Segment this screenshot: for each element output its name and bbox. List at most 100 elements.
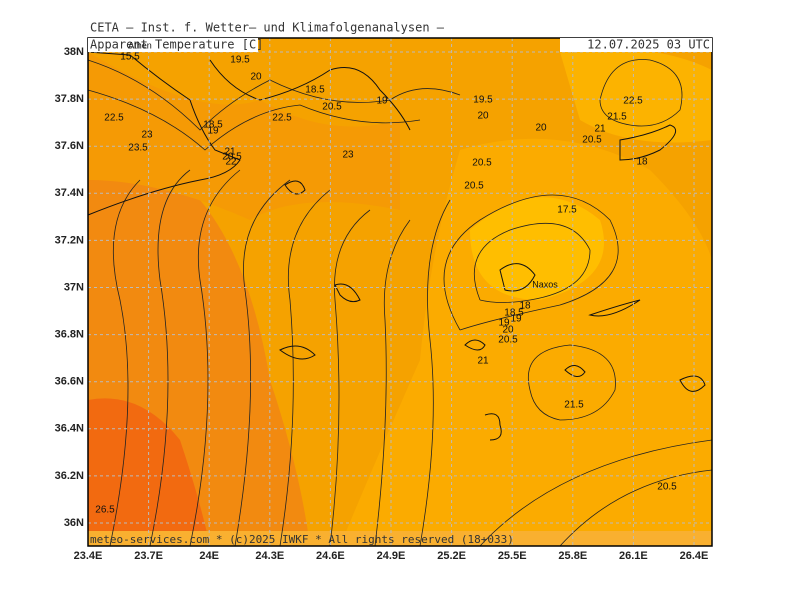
isoline <box>329 209 371 547</box>
contour-label: 20.5 <box>222 152 242 163</box>
lat-tick-label: 36.2N <box>55 470 84 482</box>
lon-tick-label: 24E <box>199 550 219 562</box>
island <box>284 180 306 195</box>
lon-tick-label: 23.7E <box>134 550 163 562</box>
cool-region-ne <box>560 48 712 143</box>
isoline <box>374 219 411 547</box>
lon-tick-label: 25.8E <box>558 550 587 562</box>
contour-label: 18.5 <box>203 120 223 131</box>
isoline <box>443 194 619 331</box>
map-frame <box>87 37 713 547</box>
contour-label: 21 <box>224 147 236 158</box>
place-label: Naxos <box>532 279 558 289</box>
lat-tick-label: 36.6N <box>55 376 84 388</box>
header-title: CETA – Inst. f. Wetter– und Klimafolgena… <box>90 21 445 35</box>
lon-tick-label: 23.4E <box>74 550 103 562</box>
island <box>679 375 706 392</box>
isoline <box>473 223 591 303</box>
contour-label: 20 <box>250 72 262 83</box>
variable-label: Apparent Temperature [C] <box>90 38 263 52</box>
contour-label: 20 <box>502 325 514 336</box>
variable-box <box>88 38 258 52</box>
lon-tick-label: 24.9E <box>377 550 406 562</box>
isoline <box>528 344 616 421</box>
contour-label: 19 <box>510 314 522 325</box>
isoline <box>479 439 713 547</box>
island <box>588 299 641 317</box>
lat-tick-label: 37.4N <box>55 187 84 199</box>
lat-tick-label: 36.4N <box>55 423 84 435</box>
lon-tick-label: 24.3E <box>255 550 284 562</box>
contour-label: 20.5 <box>322 102 342 113</box>
contour-label: 15.5 <box>120 52 140 63</box>
contour-label: 19.5 <box>473 95 493 106</box>
contour-label: 20 <box>535 123 547 134</box>
lat-tick-label: 38N <box>64 46 84 58</box>
contour-label: 26.5 <box>95 505 115 516</box>
island <box>619 124 677 161</box>
isoline <box>599 59 683 127</box>
contour-label: 22.5 <box>623 96 643 107</box>
contour-label: 20.5 <box>582 135 602 146</box>
contour-label: 19 <box>498 318 510 329</box>
contour-label: 20.5 <box>657 482 677 493</box>
lat-tick-label: 37N <box>64 281 84 293</box>
lon-tick-label: 25.5E <box>498 550 527 562</box>
time-box <box>560 38 712 52</box>
lat-tick-label: 36N <box>64 517 84 529</box>
contour-label: 19 <box>207 126 219 137</box>
place-label: Athen <box>128 40 152 50</box>
contour-label: 18.5 <box>305 85 325 96</box>
contour-label: 21 <box>594 124 606 135</box>
contour-label: 21.5 <box>564 400 584 411</box>
mid-region <box>88 52 400 220</box>
contour-label: 23 <box>141 130 153 141</box>
isoline <box>279 189 331 547</box>
lat-tick-label: 37.6N <box>55 140 84 152</box>
lon-tick-label: 26.4E <box>680 550 709 562</box>
coolest-region <box>470 197 604 300</box>
valid-time: 12.07.2025 03 UTC <box>587 38 710 52</box>
isoline <box>87 89 421 151</box>
contour-label: 22.5 <box>104 113 124 124</box>
island <box>564 365 586 377</box>
contour-label: 20.5 <box>498 335 518 346</box>
graticule <box>87 38 712 546</box>
contour-label: 22.5 <box>272 113 292 124</box>
lon-tick-label: 24.6E <box>316 550 345 562</box>
contour-label: 19 <box>376 96 388 107</box>
island <box>279 345 316 360</box>
isolines <box>87 59 713 547</box>
isoline <box>149 169 191 547</box>
contour-label: 20.5 <box>472 158 492 169</box>
contour-label: 18 <box>636 157 648 168</box>
island <box>484 413 502 441</box>
contour-label: 20 <box>477 111 489 122</box>
lat-tick-label: 36.8N <box>55 329 84 341</box>
contour-label: 23.5 <box>128 143 148 154</box>
contour-label: 18.5 <box>504 308 524 319</box>
coastline <box>87 51 241 216</box>
contour-label: 18 <box>519 301 531 312</box>
isoline <box>234 179 291 547</box>
contour-label: 21 <box>477 356 489 367</box>
contour-label: 21.5 <box>607 112 627 123</box>
contour-label: 19.5 <box>230 55 250 66</box>
contour-label: 17.5 <box>557 205 577 216</box>
lon-tick-label: 26.1E <box>619 550 648 562</box>
fields <box>88 48 712 546</box>
contour-label: 20.5 <box>464 181 484 192</box>
contour-label: 23 <box>342 150 354 161</box>
lat-tick-label: 37.2N <box>55 234 84 246</box>
isoline <box>109 179 141 547</box>
island <box>334 283 361 303</box>
lon-tick-label: 25.2E <box>437 550 466 562</box>
isoline <box>189 169 241 547</box>
isoline <box>419 199 451 547</box>
footer: meteo-services.com * (c)2025 IWKF * All … <box>90 533 514 546</box>
contour-label: 22 <box>225 157 237 168</box>
island <box>464 339 486 351</box>
lat-tick-label: 37.8N <box>55 93 84 105</box>
isoline <box>559 469 713 547</box>
